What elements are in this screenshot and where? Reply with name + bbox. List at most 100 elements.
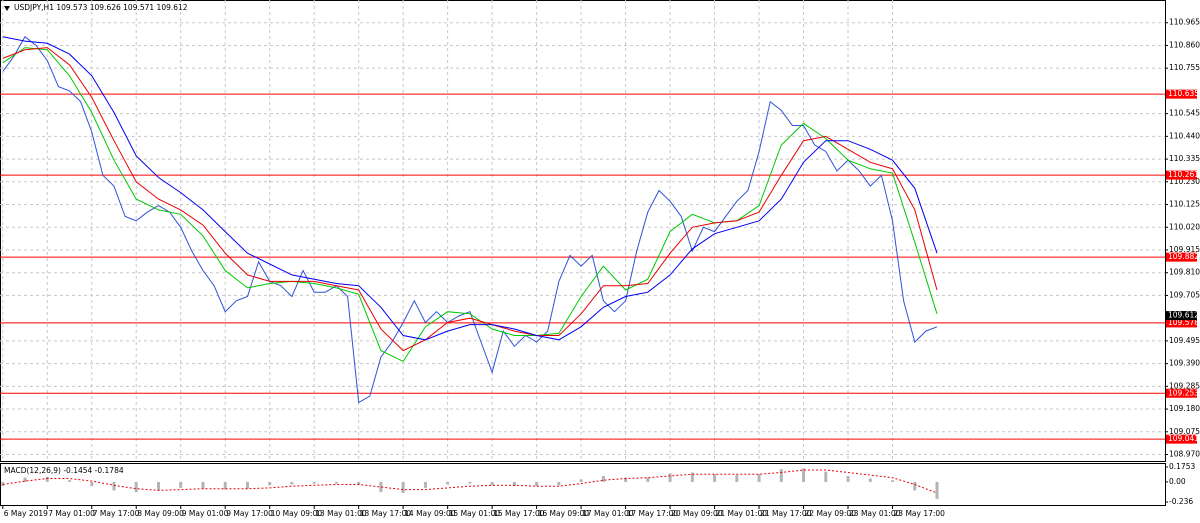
x-tick-label: 16 May 09:00 [538,509,590,518]
histogram-bar [668,473,672,482]
x-tick-label: 23 May 01:00 [849,509,901,518]
y-tick-label: 109.390 [1169,359,1200,368]
level-label-box [1166,388,1197,398]
histogram-bar [156,481,160,491]
y-tick-label: 110.755 [1169,63,1200,72]
histogram-bar [23,477,27,482]
histogram-bar [468,481,472,484]
histogram-bar [579,479,583,482]
plot-frame [0,0,1166,462]
level-label-box [1166,252,1197,262]
current-price-box [1166,311,1197,321]
histogram-bar [334,481,338,484]
histogram-bar [601,475,605,482]
panel-title: MACD(12,26,9) -0.1454 -0.1784 [4,466,124,475]
y-tick-label: 108.970 [1169,450,1200,459]
y-tick-label: 109.810 [1169,268,1200,277]
x-tick-label: 7 May 17:00 [93,509,140,518]
panel-title: USDJPY,H1 109.573 109.626 109.571 109.61… [14,3,188,12]
y-tick-label: 110.335 [1169,154,1200,163]
histogram-bar [868,478,872,482]
level-label: 109.253 [1168,388,1199,397]
histogram-bar [713,474,717,482]
level-label: 109.041 [1168,434,1199,443]
histogram-bar [446,481,450,485]
histogram-bar [112,481,116,491]
x-tick-label: 15 May 17:00 [493,509,545,518]
histogram-bar [913,481,917,491]
level-label: 109.578 [1168,318,1199,327]
level-label: 110.261 [1168,170,1199,179]
histogram-bar [312,481,316,484]
histogram-bar [802,468,806,482]
x-tick-label: 9 May 01:00 [182,509,229,518]
histogram-bar [535,481,539,487]
histogram-bar [490,481,494,486]
y-tick-label: 0.00 [1169,477,1186,486]
y-tick-label: 110.020 [1169,222,1200,231]
y-tick-label: 110.230 [1169,177,1200,186]
histogram-bar [201,481,205,489]
x-tick-label: 13 May 17:00 [360,509,412,518]
y-tick-label: 110.545 [1169,109,1200,118]
plot-frame [0,463,1166,506]
y-tick-label: 109.180 [1169,404,1200,413]
histogram-bar [757,474,761,482]
x-tick-label: 22 May 09:00 [805,509,857,518]
histogram-bar [401,481,405,493]
level-label: 110.635 [1168,89,1199,98]
menu-arrow[interactable] [4,6,10,11]
histogram-bar [646,477,650,482]
histogram-bar [690,472,694,482]
histogram-bar [134,481,138,493]
histogram-bar [223,481,227,490]
level-label-box [1166,89,1197,99]
histogram-bar [379,481,383,493]
x-tick-label: 21 May 01:00 [716,509,768,518]
signal-line [2,469,938,494]
price-line [2,47,938,363]
histogram-bar [846,475,850,482]
y-tick-label: 110.860 [1169,40,1200,49]
price-line [2,47,938,352]
histogram-bar [935,481,939,499]
y-tick-label: 110.440 [1169,131,1200,140]
x-tick-label: 15 May 01:00 [449,509,501,518]
y-tick-label: 110.965 [1169,18,1200,27]
x-tick-label: 23 May 17:00 [894,509,946,518]
x-tick-label: 6 May 2019 [4,509,48,518]
y-tick-label: 109.285 [1169,381,1200,390]
x-tick-label: 10 May 09:00 [271,509,323,518]
price-line [2,36,938,404]
x-tick-label: 17 May 01:00 [582,509,634,518]
level-label-box [1166,170,1197,180]
x-tick-label: 14 May 09:00 [404,509,456,518]
level-label-box [1166,318,1197,328]
histogram-bar [624,477,628,482]
y-tick-label: 0.1753 [1169,462,1195,471]
level-label: 109.882 [1168,252,1199,261]
y-tick-label: 109.495 [1169,336,1200,345]
y-tick-label: 109.915 [1169,245,1200,254]
histogram-bar [891,480,895,482]
y-tick-label: 110.125 [1169,200,1200,209]
histogram-bar [90,481,94,487]
x-tick-label: 8 May 09:00 [137,509,184,518]
histogram-bar [357,481,361,485]
histogram-bar [557,481,561,486]
histogram-bar [245,481,249,489]
histogram-bar [423,481,427,488]
price-line [2,36,938,341]
histogram-bar [512,481,516,487]
histogram-bar [779,469,783,482]
y-tick-label: 109.075 [1169,427,1200,436]
histogram-bar [68,480,72,482]
x-tick-label: 17 May 17:00 [627,509,679,518]
x-tick-label: 21 May 17:00 [760,509,812,518]
y-tick-label: -0.236 [1169,497,1193,506]
histogram-bar [268,481,272,486]
histogram-bar [735,475,739,482]
histogram-bar [179,481,183,488]
x-tick-label: 20 May 09:00 [671,509,723,518]
level-label-box [1166,434,1197,444]
